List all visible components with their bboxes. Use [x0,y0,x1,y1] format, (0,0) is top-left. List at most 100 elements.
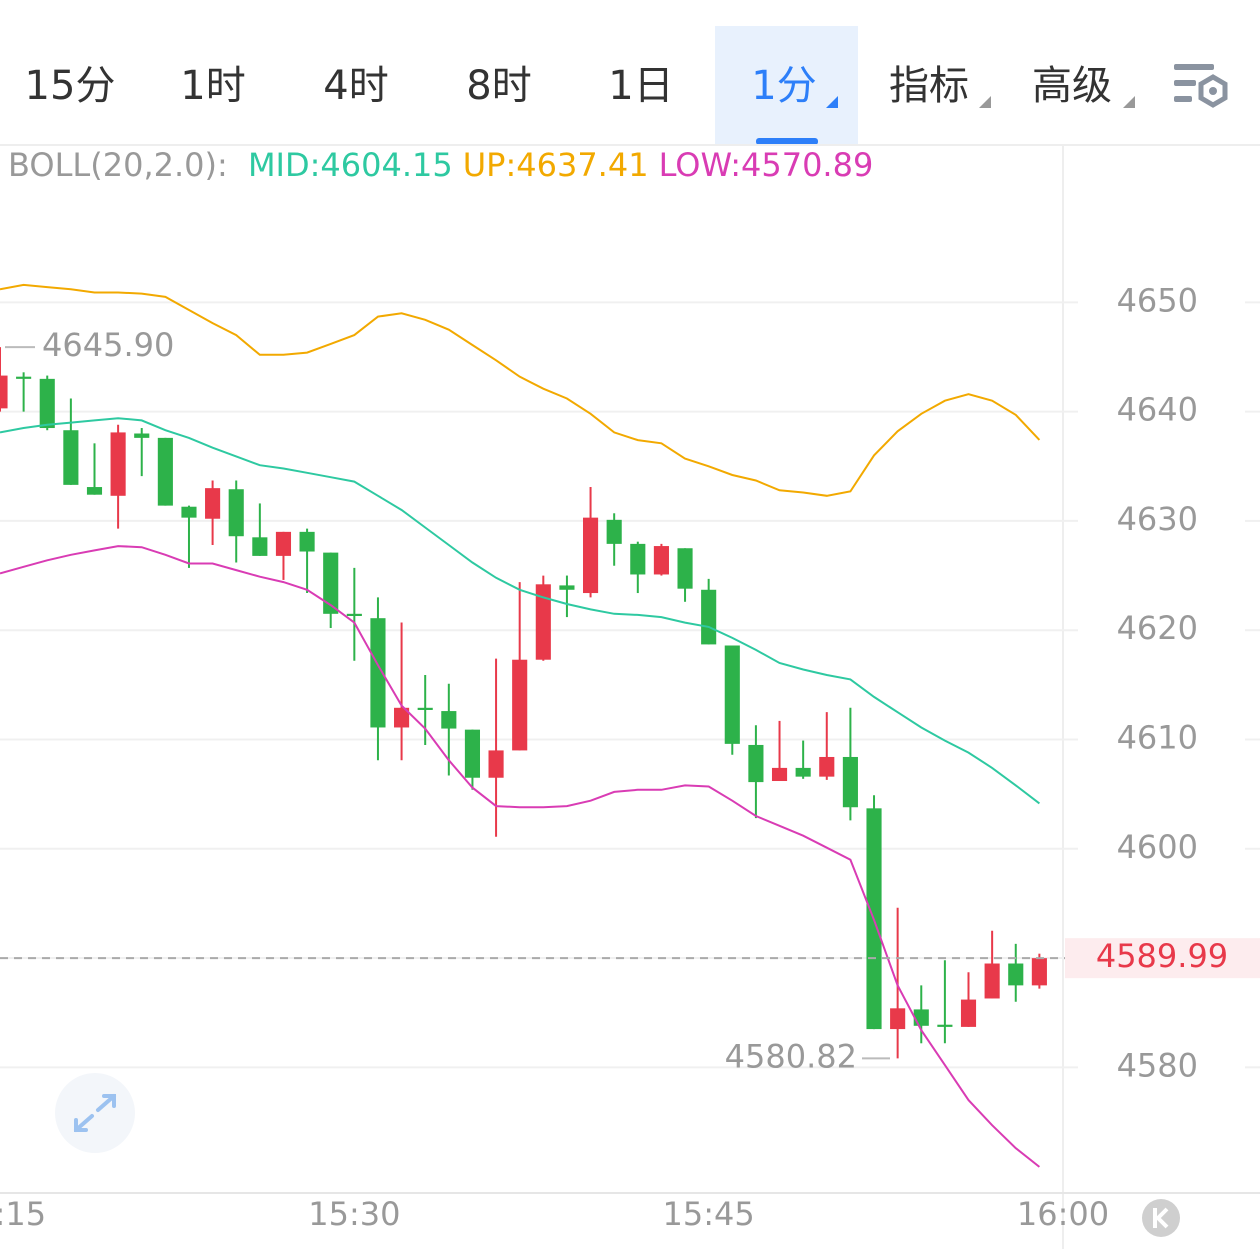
candle-body [346,613,362,616]
dropdown-arrow [826,96,838,108]
candle-body [110,432,126,496]
y-tick-label: 4610 [1117,718,1198,756]
candle-body [205,488,221,519]
tab-active[interactable]: 1分 [751,63,816,109]
tab[interactable]: 15分 [25,63,116,109]
candle-body [630,543,646,575]
expand-bg [55,1073,135,1153]
candle-body [252,537,268,556]
candle-body [819,756,835,777]
candle-body [795,767,811,777]
candle-body [417,707,433,710]
legend-value: 4570.89 [741,146,873,184]
candle-body [1031,958,1047,986]
legend-value: 4637.41 [516,146,648,184]
candle-body [63,430,79,485]
candle-body [464,729,481,778]
plot-area [0,283,1047,1168]
dropdown-arrow [1123,96,1135,108]
k-bg [1142,1199,1180,1237]
icon-bar [1174,96,1192,102]
candle-body [559,585,575,590]
candle-body [701,589,717,645]
tab[interactable]: 1日 [608,63,673,109]
candle-body [890,1008,906,1030]
candle-body [181,506,197,518]
icon-bar [1174,80,1196,86]
candle-body [134,433,150,438]
candle-body [842,756,858,808]
candle-body [913,1009,929,1026]
boll-line [0,545,1041,1168]
candle-body [299,531,315,552]
candle-body [535,584,551,660]
y-tick-label: 4640 [1117,391,1198,429]
candle-body [582,517,599,594]
tab[interactable]: 指标 [889,63,969,109]
x-tick-label: 15:15 [0,1195,46,1233]
boll-line [0,283,1041,497]
icon-bar [1174,64,1214,70]
candle-body [0,375,8,409]
legend-value: 4604.15 [320,146,452,184]
y-tick-label: 4620 [1117,609,1198,647]
boll-line [0,417,1041,805]
candle-body [275,531,292,556]
candle-body [370,618,386,728]
labels: 4580459046004610462046304640465015:1515:… [0,281,1260,1233]
indicator-label: BOLL(20,2.0): [8,146,228,184]
expand-arrows [74,1094,116,1132]
candle-body [86,487,103,495]
legend-name: UP: [463,146,517,184]
y-tick-label: 4630 [1117,500,1198,538]
high-label: 4645.90 [42,326,174,364]
k-button[interactable] [1142,1199,1180,1237]
x-tick-label: 15:30 [308,1195,400,1233]
candle-body [323,552,339,614]
y-tick-label: 4600 [1117,828,1198,866]
candle-body [984,963,1000,999]
candle-body [157,437,173,506]
tab[interactable]: 高级 [1032,63,1112,109]
legend-name: MID: [248,146,320,184]
indicator-header: BOLL(20,2.0): MID:4604.15 UP:4637.41 LOW:4… [8,146,873,184]
toolbar: 15分 1时 4时 8时 1日 1分 指标 高级 [0,26,1260,146]
x-tick-label: 16:00 [1017,1195,1109,1233]
tab[interactable]: 8时 [466,63,531,109]
low-label: 4580.82 [725,1037,857,1075]
candle-body [606,519,622,544]
candle-body [39,378,55,429]
candle-body [488,750,504,778]
candle-body [724,645,740,744]
legend-name: LOW: [659,146,741,184]
candle-body [441,711,457,729]
icon-dot [1209,87,1217,95]
last-price-label: 4589.99 [1096,937,1228,975]
candle-body [228,489,244,537]
tab[interactable]: 4时 [323,63,388,109]
candle-body [748,744,764,783]
candle-body [512,659,528,751]
active-tab-underline [756,138,818,145]
candle-body [771,767,788,782]
tab[interactable]: 1时 [180,63,245,109]
y-tick-label: 4580 [1117,1046,1198,1084]
candle-body [960,999,977,1027]
candle-body [394,707,410,728]
candle-body [16,376,32,379]
x-tick-label: 15:45 [663,1195,755,1233]
candle-body [937,1024,953,1027]
candle-body [653,546,669,575]
settings-icon[interactable] [1174,64,1228,108]
candle-body [1008,963,1024,986]
active-tab-bg [715,26,858,145]
expand-button[interactable] [55,1073,135,1153]
y-tick-label: 4650 [1117,281,1198,319]
candle-body [677,548,693,589]
dropdown-arrow [979,96,991,108]
last-price-bg [1065,938,1260,979]
k-glyph [1153,1207,1169,1229]
icon-hex [1198,74,1228,108]
